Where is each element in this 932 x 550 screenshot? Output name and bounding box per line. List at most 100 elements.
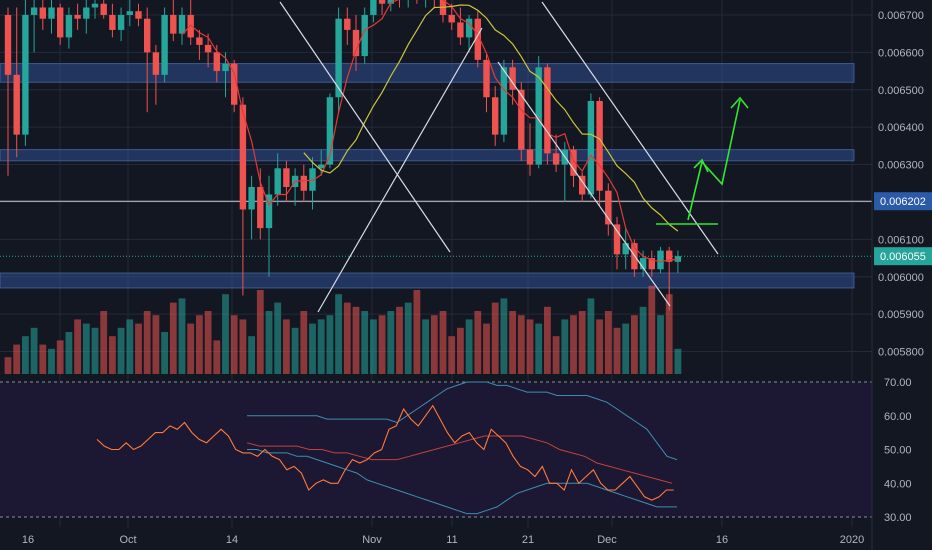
volume-bar [491,302,499,374]
volume-bars [4,285,682,374]
candle-body [587,100,595,195]
trendline-drawings[interactable] [279,1,749,313]
volume-bar [143,311,151,374]
candle-body [248,187,255,210]
candle-body [187,14,194,38]
volume-bar [378,315,386,374]
candle-body [579,175,586,195]
candle-body [126,11,133,15]
volume-bar [56,340,64,374]
volume-bar [622,323,630,374]
projection-arrowhead [693,158,709,173]
volume-bar [48,348,55,374]
candle-body [648,258,655,270]
candle-body [344,18,351,30]
time-tick-label: Oct [119,534,136,546]
candle-body [4,14,12,75]
candle-body [361,14,368,57]
price-axis[interactable]: 0.006700 0.006600 0.006500 0.006400 0.006300… [871,0,924,550]
candle-body [666,250,673,262]
candle-body [605,190,612,225]
candle-body [613,224,621,255]
price-tick-label: 0.005800 [878,347,924,359]
volume-bar [196,315,203,374]
candle-body [239,104,247,210]
slow-moving-average [303,4,679,232]
volume-bar [222,294,229,374]
volume-bar [274,302,282,374]
volume-bar [100,311,108,374]
candle-body [117,14,125,30]
volume-bar [335,294,342,374]
price-tick-label: 0.006100 [878,234,924,246]
candle-body [13,74,20,135]
volume-bar [631,315,638,374]
volume-bar [578,311,586,374]
current-price-label-bg [874,247,932,266]
volume-bar [535,323,543,374]
candle-body [65,14,73,38]
rsi-mid-line [246,435,673,484]
price-tick-label: 0.006700 [878,10,924,22]
price-labels: 0.006202 0.006055 [874,192,932,266]
volume-bar [596,319,603,374]
volume-bar [187,323,195,374]
candle-body [178,14,186,34]
upper-band-line [247,381,678,461]
candle-body [204,44,212,53]
candle-body [300,175,307,191]
candle-body [57,7,64,38]
time-tick-label: 16 [716,534,728,546]
candle-body [518,89,525,150]
candle-body [144,18,151,53]
time-axis[interactable]: 16 Oct 14 Nov 11 21 Dec 16 2020 [22,534,864,546]
candle-body [474,18,481,60]
candle-body [135,11,142,19]
time-tick-label: 14 [226,534,238,546]
price-tick-label: 0.005900 [878,309,924,321]
candle-body [196,37,203,45]
volume-bar [204,311,212,374]
support-resistance-zone [0,272,855,289]
volume-bar [109,336,116,374]
volume-bar [91,327,99,374]
volume-bar [387,311,395,374]
volume-bar [552,336,560,374]
horizontal-zones[interactable] [0,63,855,289]
volume-bar [430,315,438,374]
volume-bar [570,315,577,374]
candle-body [326,97,334,165]
volume-bar [300,311,308,374]
candle-body [370,0,377,15]
volume-bar [326,315,334,374]
rsi-tick-label: 50.00 [884,445,912,457]
volume-bar [22,336,29,374]
volume-bar [500,298,508,374]
candle-body [30,7,38,15]
time-tick-label: 21 [522,534,534,546]
volume-bar [230,315,238,374]
trendline [541,1,719,255]
volume-bar [317,319,325,374]
volume-bar [361,311,369,374]
volume-bar [648,285,656,374]
candle-body [457,22,464,38]
price-tick-label: 0.006600 [878,47,924,59]
level-price-label-bg [874,192,932,211]
candle-body [231,63,238,105]
volume-bar [152,315,160,374]
rsi-axis[interactable]: 70.00 60.00 50.00 40.00 30.00 [884,377,912,524]
volume-bar [30,327,38,374]
price-tick-label: 0.006300 [878,160,924,172]
volume-bar [74,319,81,374]
volume-bar [65,332,73,374]
volume-bar [439,311,447,374]
time-tick-label: Nov [362,534,382,546]
rsi-tick-label: 40.00 [884,478,912,490]
candle-body [465,18,473,38]
candle-body [161,14,168,75]
lower-band-line [247,449,677,515]
volume-bar [639,306,647,374]
volume-bar [265,311,273,374]
